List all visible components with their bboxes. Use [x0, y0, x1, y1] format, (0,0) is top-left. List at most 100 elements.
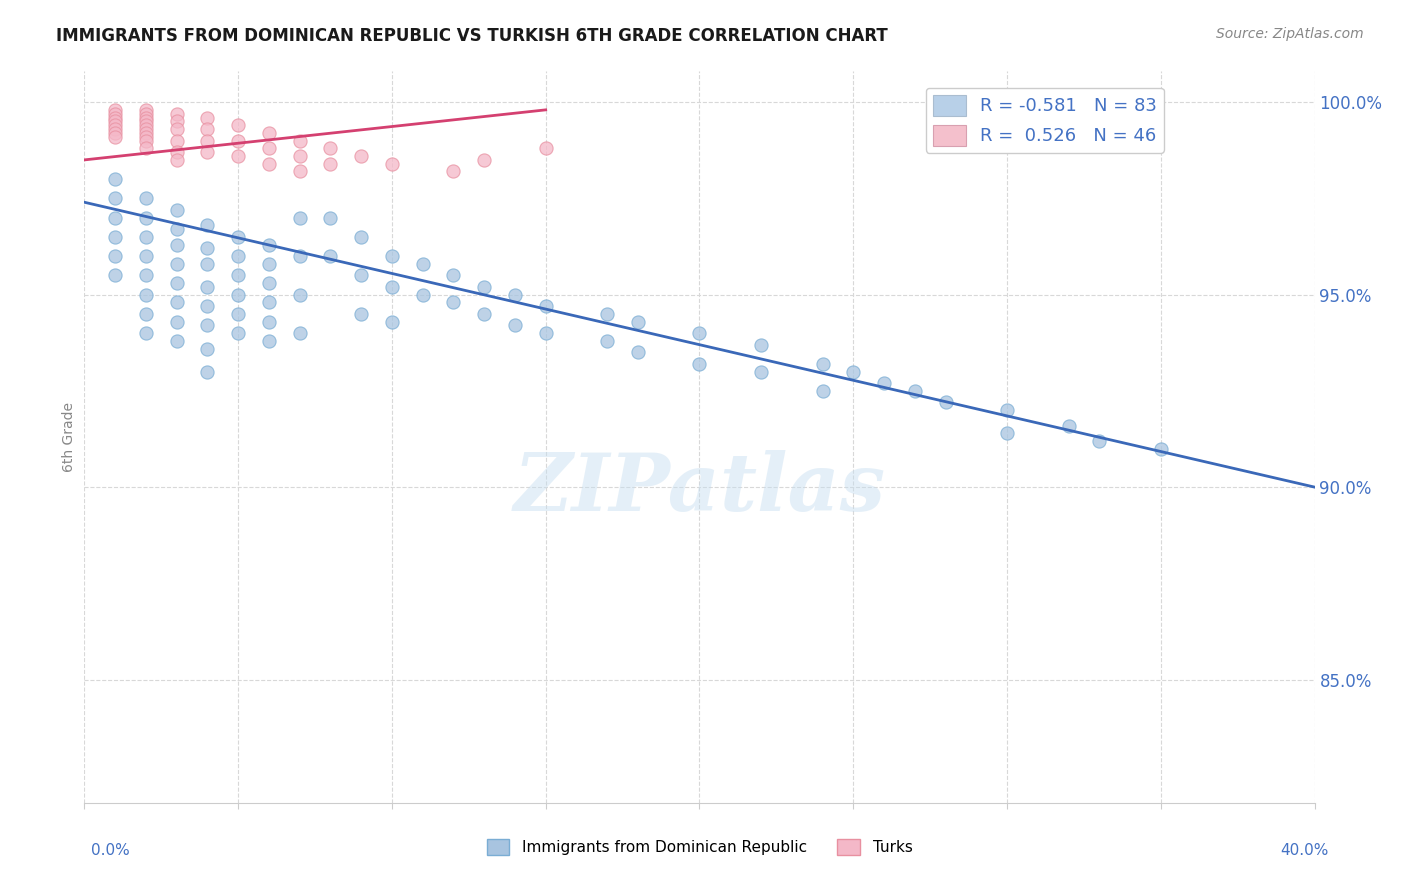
Point [257, 334, 280, 348]
Point [350, 230, 373, 244]
Point [935, 395, 957, 409]
Point [749, 365, 772, 379]
Point [257, 141, 280, 155]
Point [166, 237, 188, 252]
Point [226, 268, 249, 283]
Point [503, 287, 526, 301]
Point [472, 307, 495, 321]
Point [319, 157, 342, 171]
Point [197, 219, 219, 233]
Point [226, 287, 249, 301]
Point [104, 268, 127, 283]
Point [104, 106, 127, 120]
Point [350, 149, 373, 163]
Point [749, 337, 772, 351]
Point [135, 141, 157, 155]
Point [443, 268, 465, 283]
Point [104, 126, 127, 140]
Point [226, 249, 249, 263]
Point [288, 249, 311, 263]
Point [873, 376, 896, 391]
Text: IMMIGRANTS FROM DOMINICAN REPUBLIC VS TURKISH 6TH GRADE CORRELATION CHART: IMMIGRANTS FROM DOMINICAN REPUBLIC VS TU… [56, 27, 889, 45]
Point [319, 249, 342, 263]
Point [226, 118, 249, 132]
Point [596, 307, 619, 321]
Text: 40.0%: 40.0% [1281, 843, 1329, 857]
Point [104, 111, 127, 125]
Point [381, 315, 404, 329]
Point [135, 191, 157, 205]
Point [443, 164, 465, 178]
Point [135, 122, 157, 136]
Point [135, 230, 157, 244]
Point [135, 249, 157, 263]
Point [197, 365, 219, 379]
Point [104, 118, 127, 132]
Point [135, 211, 157, 225]
Point [104, 172, 127, 186]
Point [904, 384, 927, 398]
Point [319, 141, 342, 155]
Point [135, 114, 157, 128]
Point [811, 384, 834, 398]
Point [226, 307, 249, 321]
Point [197, 318, 219, 333]
Point [197, 111, 219, 125]
Point [381, 249, 404, 263]
Point [226, 134, 249, 148]
Point [135, 129, 157, 144]
Point [197, 280, 219, 294]
Point [1057, 418, 1080, 433]
Point [197, 342, 219, 356]
Point [257, 126, 280, 140]
Point [135, 134, 157, 148]
Point [319, 211, 342, 225]
Point [534, 326, 557, 340]
Point [166, 202, 188, 217]
Point [627, 345, 650, 359]
Point [257, 295, 280, 310]
Point [104, 249, 127, 263]
Point [197, 242, 219, 256]
Point [166, 106, 188, 120]
Text: 0.0%: 0.0% [91, 843, 131, 857]
Point [166, 114, 188, 128]
Point [288, 149, 311, 163]
Point [811, 357, 834, 371]
Point [166, 315, 188, 329]
Point [995, 403, 1018, 417]
Point [288, 134, 311, 148]
Point [135, 307, 157, 321]
Point [166, 134, 188, 148]
Point [226, 230, 249, 244]
Point [166, 122, 188, 136]
Point [135, 126, 157, 140]
Text: ZIPatlas: ZIPatlas [513, 450, 886, 527]
Point [534, 299, 557, 313]
Point [412, 287, 434, 301]
Point [104, 129, 127, 144]
Point [104, 230, 127, 244]
Point [288, 326, 311, 340]
Point [166, 222, 188, 236]
Point [226, 326, 249, 340]
Point [995, 426, 1018, 441]
Point [596, 334, 619, 348]
Point [104, 122, 127, 136]
Point [534, 141, 557, 155]
Point [1150, 442, 1173, 456]
Point [104, 191, 127, 205]
Point [166, 276, 188, 290]
Point [166, 153, 188, 167]
Point [257, 237, 280, 252]
Point [226, 149, 249, 163]
Point [135, 106, 157, 120]
Point [135, 268, 157, 283]
Point [135, 103, 157, 117]
Point [135, 118, 157, 132]
Point [166, 295, 188, 310]
Y-axis label: 6th Grade: 6th Grade [62, 402, 76, 472]
Point [197, 122, 219, 136]
Point [197, 299, 219, 313]
Point [350, 307, 373, 321]
